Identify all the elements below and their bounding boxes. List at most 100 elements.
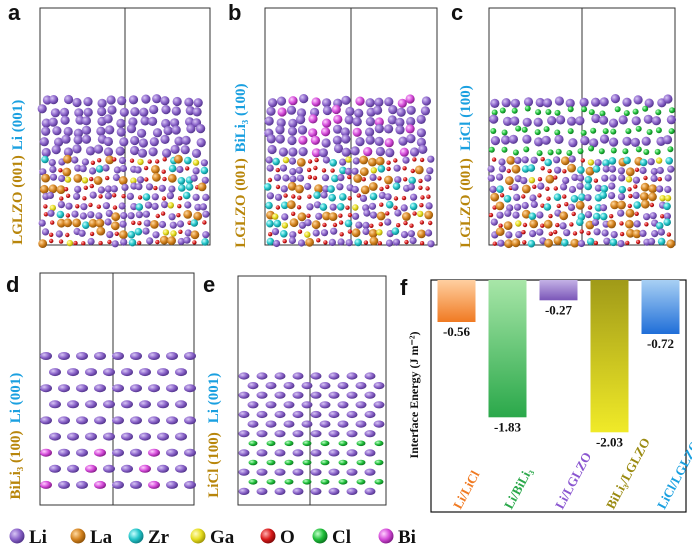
atom-li xyxy=(393,164,401,172)
atom-la xyxy=(63,218,73,228)
legend-label-cl: Cl xyxy=(332,527,351,548)
atom-li xyxy=(346,487,358,495)
atom-ga xyxy=(417,210,424,218)
atom-o xyxy=(572,231,578,236)
atom-bi xyxy=(321,127,331,137)
atom-li xyxy=(176,165,184,174)
category-label: Li/LGLZO xyxy=(552,449,594,511)
atom-zr xyxy=(142,193,151,201)
atom-li xyxy=(310,410,322,419)
atom-li xyxy=(274,468,286,476)
atom-li xyxy=(247,420,259,428)
atom-cl xyxy=(655,109,662,116)
atom-bi xyxy=(40,480,52,489)
atom-o xyxy=(323,240,328,245)
atom-li xyxy=(511,183,519,191)
atom-zr xyxy=(663,218,671,226)
atom-li xyxy=(104,185,112,193)
atom-o xyxy=(58,239,64,244)
atom-cl xyxy=(284,459,294,466)
atom-o xyxy=(143,165,149,171)
atom-o xyxy=(393,205,398,210)
atom-li xyxy=(341,95,351,105)
atom-bi xyxy=(405,124,415,134)
atom-bi xyxy=(310,135,320,145)
atom-ga xyxy=(64,176,72,183)
atom-la xyxy=(585,166,595,176)
atom-li xyxy=(603,237,611,245)
atom-o xyxy=(428,220,433,226)
atom-li xyxy=(351,185,359,194)
atom-o xyxy=(137,240,142,246)
atom-o xyxy=(131,220,136,225)
atom-li xyxy=(192,107,202,117)
atom-li xyxy=(346,449,358,457)
atom-li xyxy=(168,213,176,221)
atom-li xyxy=(103,136,113,147)
atom-zr xyxy=(496,185,504,193)
atom-la xyxy=(305,237,314,247)
atom-li xyxy=(400,204,408,212)
atom-cl xyxy=(491,109,498,116)
atom-li xyxy=(508,134,518,144)
atom-li xyxy=(424,174,432,182)
atom-li xyxy=(67,432,79,441)
atom-li xyxy=(496,173,504,181)
atom-li xyxy=(72,144,82,154)
atom-o xyxy=(634,167,640,172)
atom-li xyxy=(151,202,159,210)
atom-li xyxy=(63,147,73,157)
atom-cl xyxy=(338,440,348,447)
atom-li xyxy=(152,128,163,138)
atom-li xyxy=(142,227,150,235)
atom-o xyxy=(419,220,425,225)
atom-o xyxy=(147,159,152,164)
atom-o xyxy=(532,184,537,189)
atom-li xyxy=(130,135,140,146)
atom-o xyxy=(492,241,497,246)
atom-la xyxy=(328,212,338,222)
atom-cl xyxy=(654,148,661,155)
atom-li xyxy=(351,167,359,175)
atom-o xyxy=(644,222,649,227)
atom-zr xyxy=(200,166,209,175)
atom-li xyxy=(130,145,140,156)
atom-zr xyxy=(377,165,386,173)
atom-bi xyxy=(94,480,106,489)
atom-li xyxy=(490,98,500,108)
atom-li xyxy=(310,449,322,457)
atom-cl xyxy=(374,479,384,485)
atom-li xyxy=(130,384,142,393)
atom-bi xyxy=(399,147,409,157)
atom-li xyxy=(256,430,268,438)
atom-li xyxy=(151,193,159,201)
atom-o xyxy=(50,220,55,225)
bar xyxy=(641,280,680,334)
atom-ga xyxy=(81,177,89,184)
atom-o xyxy=(634,211,639,216)
atom-li xyxy=(375,146,385,157)
atom-li xyxy=(352,157,360,165)
atom-ga xyxy=(66,239,74,247)
atom-li xyxy=(160,96,170,106)
atom-o xyxy=(649,202,655,208)
atom-li xyxy=(313,201,322,209)
atom-li xyxy=(364,372,376,380)
atom-li xyxy=(256,372,268,380)
atom-li xyxy=(369,173,377,181)
atom-li xyxy=(622,136,632,146)
atom-cl xyxy=(669,107,675,114)
atom-li xyxy=(41,147,51,158)
atom-o xyxy=(97,158,102,163)
atom-li xyxy=(160,134,170,144)
atom-o xyxy=(378,222,383,227)
atom-li xyxy=(127,212,135,220)
atom-zr xyxy=(527,239,536,248)
atom-li xyxy=(310,430,322,438)
atom-li xyxy=(275,125,285,135)
atom-li xyxy=(355,221,363,229)
atom-li xyxy=(135,211,143,219)
atom-o xyxy=(580,158,585,163)
atom-ga xyxy=(167,202,174,209)
atom-li xyxy=(49,173,58,181)
